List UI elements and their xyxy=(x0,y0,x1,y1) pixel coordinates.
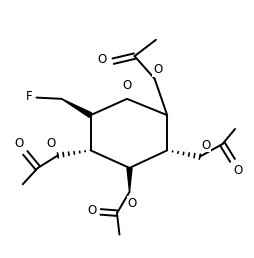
Text: O: O xyxy=(122,79,132,92)
Text: O: O xyxy=(153,63,162,76)
Text: O: O xyxy=(15,137,24,150)
Polygon shape xyxy=(62,99,92,117)
Polygon shape xyxy=(127,168,132,192)
Text: O: O xyxy=(234,164,243,177)
Text: O: O xyxy=(201,139,210,152)
Text: O: O xyxy=(98,53,107,66)
Text: O: O xyxy=(88,204,97,217)
Text: O: O xyxy=(46,137,55,150)
Text: F: F xyxy=(26,90,33,103)
Text: O: O xyxy=(128,197,137,210)
